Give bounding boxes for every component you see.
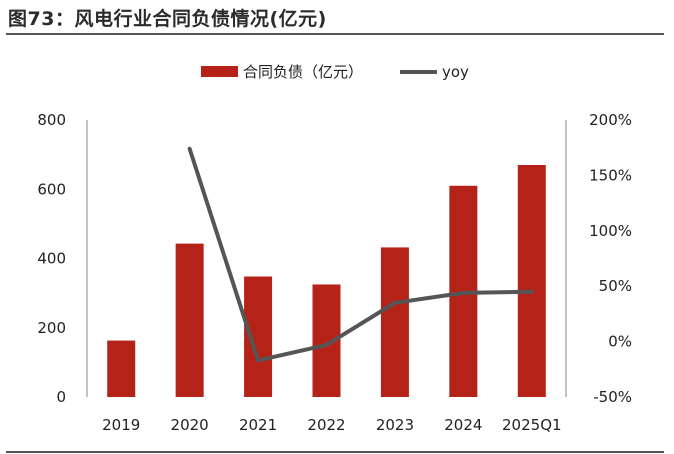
yoy-line (187, 146, 534, 363)
right-tick-150%: 150% (589, 166, 632, 184)
bars-layer (107, 165, 546, 397)
bar-2019 (107, 340, 136, 397)
bar-2023 (380, 247, 409, 397)
right-tick-50%: 50% (599, 277, 632, 295)
axes-layer (86, 120, 567, 397)
x-tick-2024: 2024 (444, 416, 482, 434)
legend-bar-label: 合同负债（亿元） (243, 63, 363, 81)
figure-title: 图73：风电行业合同负债情况(亿元) (8, 8, 327, 30)
x-tick-2025Q1: 2025Q1 (502, 416, 562, 434)
top-rule (6, 33, 664, 35)
bar-2020 (175, 243, 204, 397)
legend-line-label: yoy (442, 63, 469, 81)
bottom-rule (6, 451, 664, 453)
x-tick-labels: 2019 2020 2021 2022 2023 2024 2025Q1 (102, 416, 561, 434)
left-tick-800: 800 (37, 111, 66, 129)
right-tick-0%: 0% (608, 333, 632, 351)
x-tick-2023: 2023 (376, 416, 414, 434)
right-tick--50%: -50% (593, 388, 632, 406)
left-tick-labels: 0 200 400 600 800 (37, 111, 66, 406)
x-tick-2021: 2021 (239, 416, 277, 434)
legend: 合同负债（亿元） yoy (201, 63, 469, 81)
left-tick-400: 400 (37, 250, 66, 268)
x-tick-2022: 2022 (307, 416, 345, 434)
x-tick-2019: 2019 (102, 416, 140, 434)
right-tick-100%: 100% (589, 222, 632, 240)
line-layer (187, 146, 534, 363)
left-tick-0: 0 (56, 388, 66, 406)
right-tick-labels: -50% 0% 50% 100% 150% 200% (589, 111, 632, 406)
left-tick-600: 600 (37, 180, 66, 198)
legend-bar-swatch (201, 66, 238, 77)
left-tick-200: 200 (37, 319, 66, 337)
right-tick-200%: 200% (589, 111, 632, 129)
bar-2021 (244, 276, 273, 397)
x-tick-2020: 2020 (171, 416, 209, 434)
bar-2025Q1 (517, 165, 546, 397)
